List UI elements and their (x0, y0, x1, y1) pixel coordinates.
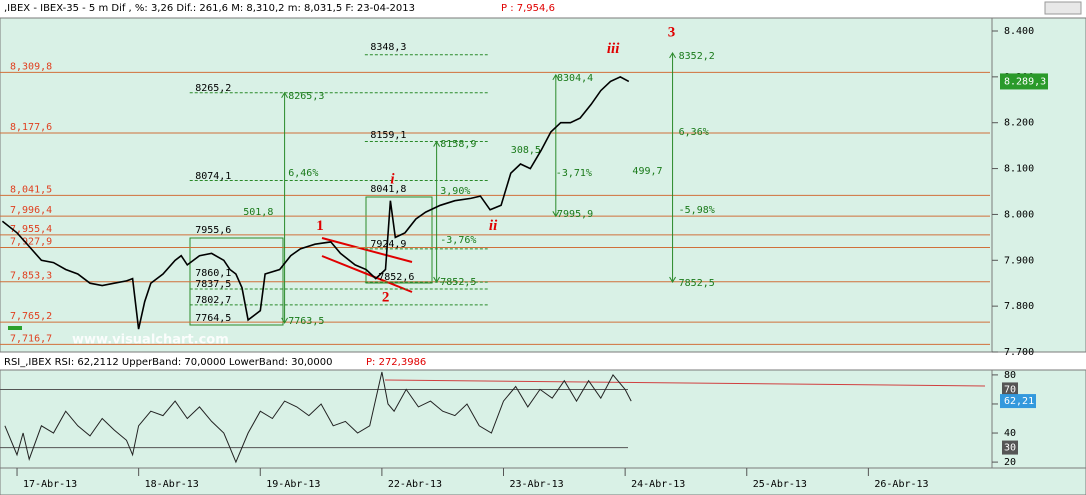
annotation: 7764,5 (195, 313, 231, 324)
annotation: 7852,5 (679, 278, 715, 289)
annotation: 499,7 (632, 166, 662, 177)
y-tick-label: 80 (1004, 370, 1016, 381)
level-label: 7,716,7 (10, 333, 52, 344)
annotation: 7802,7 (195, 295, 231, 306)
channel-line (321, 237, 413, 263)
band-label: 70 (1004, 384, 1016, 395)
annotation: 8159,1 (370, 130, 406, 141)
x-tick-label: 26-Abr-13 (874, 479, 928, 490)
level-label: 7,765,2 (10, 311, 52, 322)
y-tick-label: 40 (1004, 428, 1016, 439)
y-tick-label: 8.100 (1004, 164, 1034, 175)
y-tick-label: 7.900 (1004, 255, 1034, 266)
y-tick-label: 8.200 (1004, 118, 1034, 129)
x-tick-label: 19-Abr-13 (266, 479, 320, 490)
price-panel (0, 17, 993, 353)
watermark: www.visualchart.com (72, 333, 229, 348)
annotation: 8265,3 (288, 91, 324, 102)
band-label: 30 (1004, 443, 1016, 454)
annotation: -3,71% (556, 168, 592, 179)
annotation: 308,5 (511, 145, 541, 156)
annotation: 7852,5 (440, 277, 476, 288)
annotation: 7955,6 (195, 225, 231, 236)
annotation: 7860,1 (195, 268, 231, 279)
rsi-header-price: P: 272,3986 (366, 357, 426, 368)
annotation: 2 (382, 289, 390, 305)
x-tick-label: 22-Abr-13 (388, 479, 442, 490)
rsi-header: RSI_,IBEX RSI: 62,2112 UpperBand: 70,000… (4, 357, 332, 368)
annotation: ii (489, 218, 498, 234)
annotation: 6,46% (288, 168, 318, 179)
annotation: 7763,5 (288, 316, 324, 327)
level-label: 7,927,9 (10, 236, 52, 247)
band-badge (1002, 382, 1018, 397)
y-tick-label: 20 (1004, 457, 1016, 468)
window-buttons[interactable] (1044, 1, 1082, 15)
level-label: 7,853,3 (10, 271, 52, 282)
rsi-trend-line (384, 379, 986, 387)
annotation: 7924,9 (370, 239, 406, 250)
x-tick-label: 25-Abr-13 (753, 479, 807, 490)
level-label: 7,955,4 (10, 224, 52, 235)
arrow-head (433, 140, 441, 284)
rsi-line (4, 371, 632, 464)
y-tick-label: 8.400 (1004, 26, 1034, 37)
x-tick-label: 23-Abr-13 (510, 479, 564, 490)
annotation: 8265,2 (195, 83, 231, 94)
annotation: 1 (316, 218, 324, 234)
level-label: 8,177,6 (10, 122, 52, 133)
arrow-head (552, 73, 560, 218)
annotation: 3,90% (440, 186, 470, 197)
y-tick-label: 7.800 (1004, 301, 1034, 312)
annotation: -5,98% (679, 205, 715, 216)
annotation: 8348,3 (370, 42, 406, 53)
annotation: 8352,2 (679, 51, 715, 62)
annotation: 7837,5 (195, 279, 231, 290)
annotation: 8304,4 (557, 73, 593, 84)
price-header-close: P : 7,954,6 (501, 3, 555, 14)
annotation: 7995,9 (557, 209, 593, 220)
annotation: iii (607, 41, 620, 57)
annotation: -3,76% (440, 235, 476, 246)
last-price-badge (1000, 73, 1048, 90)
fib-box (365, 196, 433, 284)
x-tick-label: 17-Abr-13 (23, 479, 77, 490)
annotation: 8041,8 (370, 184, 406, 195)
annotation: 6,36% (679, 127, 709, 138)
channel-line (321, 255, 413, 293)
annotation: 3 (668, 24, 676, 40)
rsi-panel (0, 369, 993, 469)
level-label: 7,996,4 (10, 205, 52, 216)
annotation: i (390, 171, 395, 187)
annotation: 7852,6 (378, 272, 414, 283)
level-label: 8,041,5 (10, 184, 52, 195)
marker (8, 326, 22, 330)
annotation: 501,8 (243, 207, 273, 218)
annotation: 8158,9 (440, 139, 476, 150)
price-line (1, 76, 630, 330)
rsi-badge (1000, 394, 1036, 409)
arrow-head (281, 91, 289, 324)
annotation: 8074,1 (195, 171, 231, 182)
y-tick-label: 7.700 (1004, 347, 1034, 358)
x-tick-label: 24-Abr-13 (631, 479, 685, 490)
x-tick-label: 18-Abr-13 (145, 479, 199, 490)
y-tick-label: 8.000 (1004, 209, 1034, 220)
band-badge (1002, 440, 1018, 455)
time-axis-area (0, 467, 1086, 495)
arrow-head (669, 51, 676, 284)
price-header: ,IBEX - IBEX-35 - 5 m Dif , %: 3,26 Dif.… (4, 3, 415, 14)
last-price-label: 8.289,3 (1004, 76, 1046, 87)
level-label: 8,309,8 (10, 61, 52, 72)
rsi-last-label: 62,21 (1004, 396, 1034, 407)
